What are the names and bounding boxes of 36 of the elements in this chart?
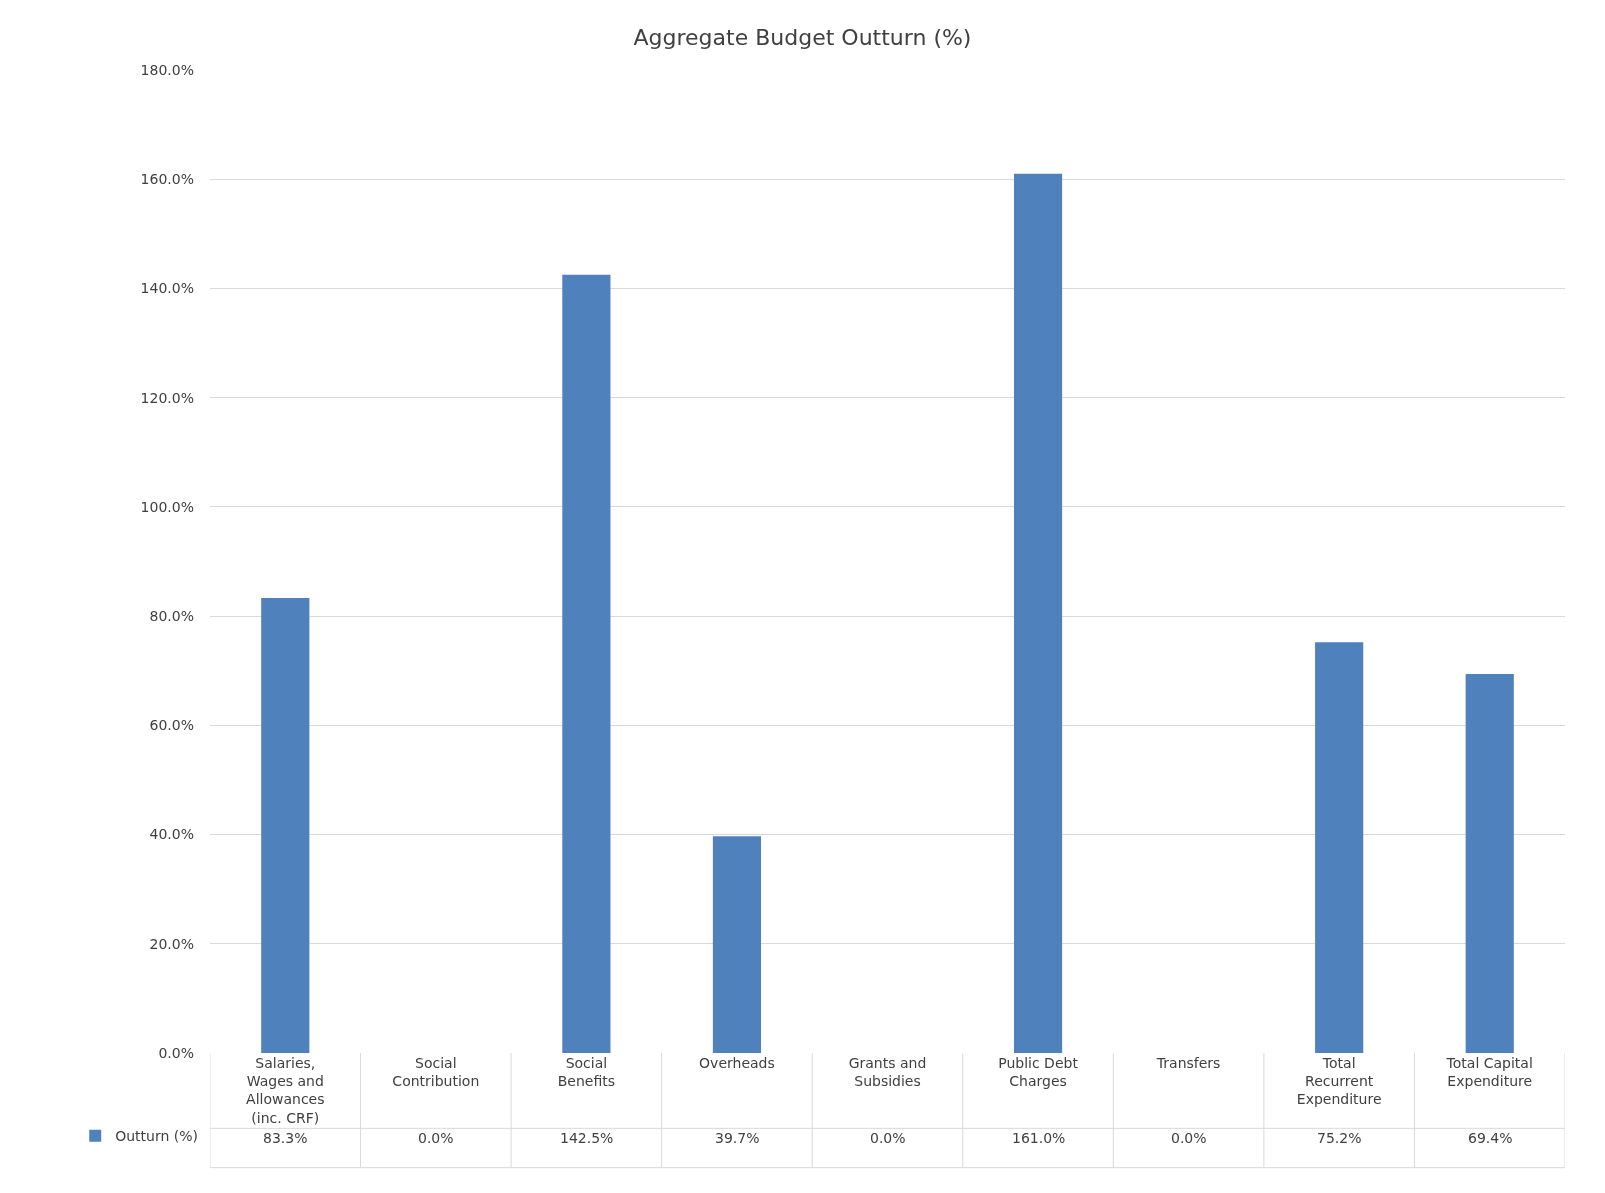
bar [261,598,310,1053]
y-tick-label: 180.0% [140,61,194,78]
data-label: 0.0% [1171,1130,1207,1146]
x-tick-label: Overheads [699,1055,775,1071]
x-tick-label: Total Capital Expenditure [1445,1055,1533,1090]
x-tick-label: Public Debt Charges [998,1055,1079,1090]
bar [1013,173,1063,1053]
y-tick-label: 20.0% [149,935,194,952]
y-tick-label: 40.0% [149,826,194,843]
y-tick-label: 140.0% [140,280,194,297]
x-tick-label: Transfers [1155,1055,1221,1071]
data-label: 39.7% [715,1130,760,1146]
y-tick-label: 0.0% [158,1044,194,1061]
data-label: 83.3% [263,1130,308,1146]
x-tick-label: Social Benefits [557,1055,616,1090]
bar [562,274,611,1053]
y-tick-label: 60.0% [149,717,194,734]
bar [1465,674,1514,1053]
bar [712,836,762,1053]
data-label: 75.2% [1317,1130,1362,1146]
data-label: 69.4% [1468,1130,1513,1146]
x-tick-label: Grants and Subsidies [848,1055,927,1090]
y-tick-label: 80.0% [149,608,194,625]
x-tick-label: Salaries, Wages and Allowances (inc. CRF) [246,1055,325,1126]
chart-title: Aggregate Budget Outturn (%) [633,25,972,51]
bar [1315,642,1364,1053]
y-tick-label: 120.0% [140,389,194,406]
x-tick-label: Social Contribution [392,1055,480,1090]
y-tick-label: 160.0% [140,171,194,188]
data-label: 0.0% [870,1130,906,1146]
data-label: 142.5% [560,1130,614,1146]
data-label: 161.0% [1012,1130,1066,1146]
y-tick-label: 100.0% [140,498,194,515]
legend-label: Outturn (%) [115,1128,199,1145]
data-label: 0.0% [418,1130,454,1146]
x-tick-label: Total Recurrent Expenditure [1296,1055,1382,1108]
